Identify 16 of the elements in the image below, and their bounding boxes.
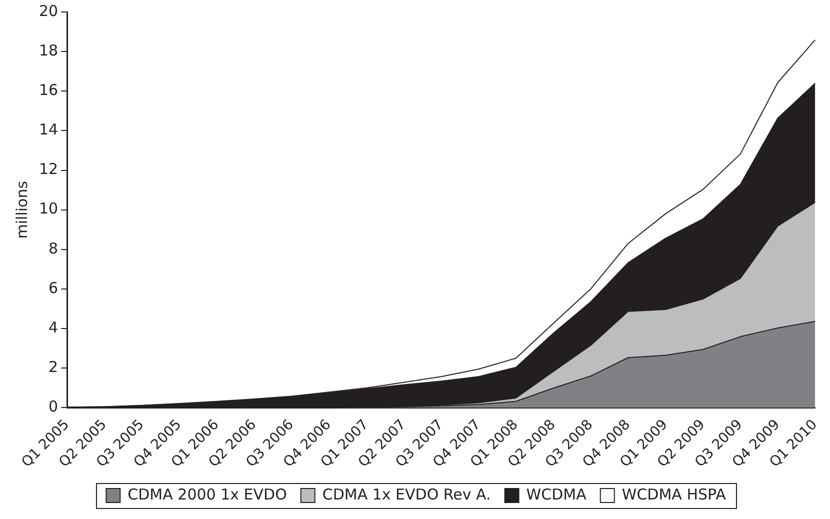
legend-label: CDMA 2000 1x EVDO <box>128 485 287 504</box>
y-tick-label: 16 <box>38 81 58 100</box>
y-tick-label: 12 <box>38 160 58 178</box>
y-tick-label: 0 <box>48 398 58 416</box>
y-tick-label: 4 <box>48 318 58 336</box>
legend-label: WCDMA <box>526 485 588 504</box>
y-tick-label: 2 <box>48 358 58 376</box>
legend-label: WCDMA HSPA <box>622 485 727 504</box>
y-tick-label: 10 <box>38 200 58 218</box>
y-axis-title: millions <box>12 180 31 239</box>
y-tick-label: 20 <box>38 2 58 20</box>
y-tick-label: 8 <box>48 239 58 258</box>
legend-label: CDMA 1x EVDO Rev A. <box>322 485 491 504</box>
y-tick-label: 18 <box>38 41 58 60</box>
y-tick-label: 6 <box>48 278 58 297</box>
y-tick-label: 14 <box>38 120 58 139</box>
